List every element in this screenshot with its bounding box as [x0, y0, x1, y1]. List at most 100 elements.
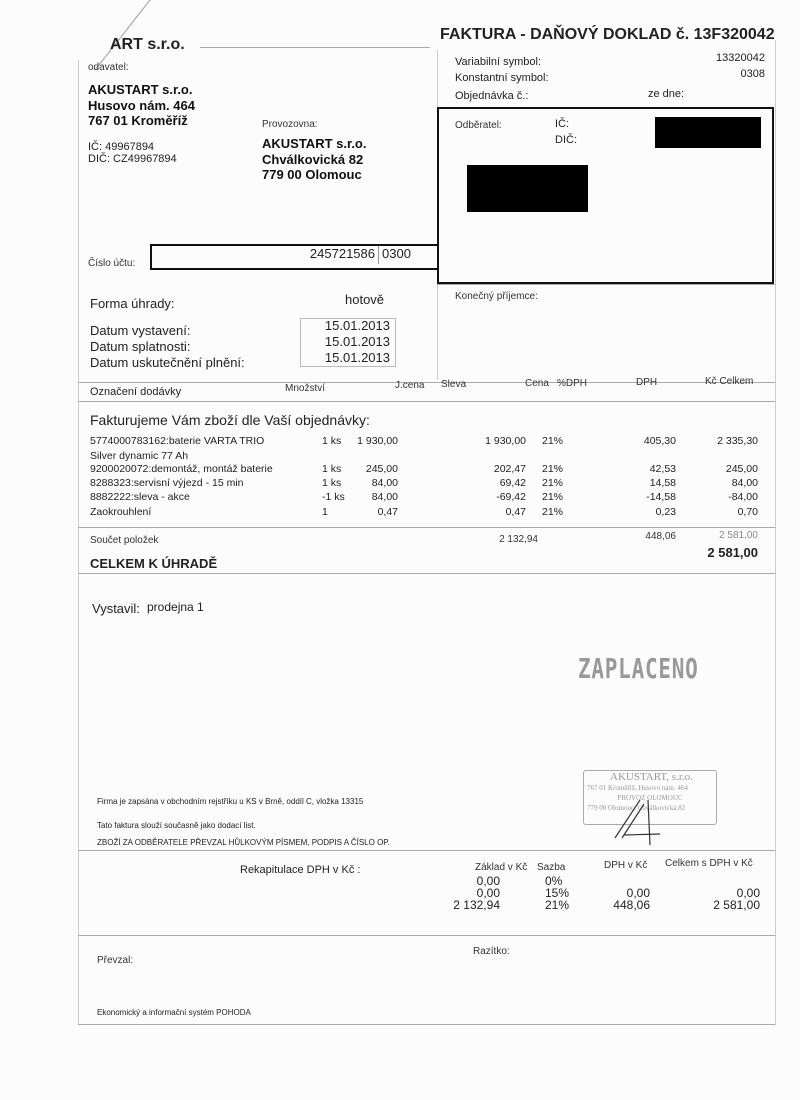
received-label: Převzal: [97, 955, 134, 966]
item-vat-rate: 21% [542, 463, 564, 475]
recap-vat: 0,00 [626, 886, 650, 900]
issue-date-value: 15.01.2013 [324, 318, 390, 333]
payment-value: hotově [345, 292, 385, 307]
item-total: 84,00 [731, 477, 758, 489]
item-qty: 1 [322, 506, 328, 518]
taxable-date-value: 15.01.2013 [324, 350, 390, 365]
item-price: 69,42 [499, 477, 526, 489]
bank-code: 0300 [382, 246, 411, 261]
sum-total: 2 581,00 [719, 530, 758, 541]
sum-price: 2 132,94 [499, 534, 538, 545]
registry-note: Firma je zapsána v obchodním rejstříku u… [97, 797, 364, 806]
item-desc: 9200020072:demontáž, montáž baterie [90, 463, 273, 475]
variable-symbol-label: Variabilní symbol: [455, 56, 541, 68]
received-note: ZBOŽÍ ZA ODBĚRATELE PŘEVZAL HŮLKOVÝM PÍS… [97, 838, 390, 847]
item-total: -84,00 [728, 491, 758, 503]
item-desc: Silver dynamic 77 Ah [90, 450, 189, 462]
recap-col-base: Základ v Kč [475, 862, 528, 873]
customer-box [437, 107, 774, 284]
item-price: 202,47 [493, 463, 526, 475]
supplier-name: AKUSTART s.r.o. [88, 82, 193, 97]
vat-recap-row: 2 132,94 21% 448,06 2 581,00 [0, 898, 800, 912]
stamp-label: Razítko: [473, 946, 510, 957]
item-price: 1 930,00 [485, 435, 526, 447]
item-unit: 0,47 [377, 506, 398, 518]
recap-base: 2 132,94 [453, 898, 500, 912]
col-price: Cena [525, 378, 549, 389]
item-row: 9200020072:demontáž, montáž baterie 1 ks 2… [0, 463, 800, 477]
scan-fold-mark [94, 0, 151, 71]
order-number-label: Objednávka č.: [455, 90, 529, 102]
item-vat: 405,30 [643, 435, 676, 447]
account-box [150, 244, 438, 270]
dates-box [300, 318, 396, 367]
account-label: Číslo účtu: [88, 258, 136, 269]
premises-city: 779 00 Olomouc [262, 167, 362, 182]
account-number: 245721586 [309, 246, 375, 261]
item-qty: 1 ks [322, 435, 342, 447]
supplier-ic: IČ: 49967894 [88, 141, 155, 153]
customer-ic-label: IČ: [555, 118, 570, 130]
item-row: 8882222:sleva - akce -1 ks 84,00 -69,42 21% -… [0, 491, 800, 505]
recap-base: 0,00 [476, 874, 500, 888]
paid-stamp: ZAPLACENO [578, 652, 699, 685]
redacted-customer-address [467, 165, 588, 212]
software-note: Ekonomický a informační systém POHODA [97, 1008, 251, 1017]
item-price: 0,47 [505, 506, 526, 518]
recap-rate: 21% [545, 898, 570, 912]
item-vat-rate: 21% [542, 491, 564, 503]
item-desc: 8288323:servisní výjezd - 15 min [90, 477, 244, 489]
item-row: 8288323:servisní výjezd - 15 min 1 ks 84,0… [0, 477, 800, 491]
item-vat-rate: 21% [542, 506, 564, 518]
constant-symbol-label: Konstantní symbol: [455, 72, 549, 84]
item-unit: 84,00 [371, 491, 398, 503]
issue-date-label: Datum vystavení: [90, 323, 191, 338]
recap-vat: 448,06 [613, 898, 650, 912]
company-stamp: AKUSTART, s.r.o. 767 01 Kroměříž, Husovo… [583, 770, 717, 825]
item-unit: 84,00 [371, 477, 398, 489]
customer-dic-label: DIČ: [555, 134, 577, 146]
redacted-customer-id [655, 117, 761, 148]
due-date-label: Datum splatnosti: [90, 339, 191, 354]
supplier-label: odavatel: [88, 62, 129, 73]
vat-recap-row: 0,00 0% [0, 874, 800, 888]
item-total: 2 335,30 [717, 435, 758, 447]
signature [614, 799, 661, 846]
item-unit: 1 930,00 [357, 435, 398, 447]
supplier-dic: DIČ: CZ49967894 [88, 153, 177, 165]
recap-col-rate: Sazba [537, 862, 566, 873]
item-row: 5774000783162:baterie VARTA TRIO 1 ks 1 93… [0, 435, 800, 449]
premises-label: Provozovna: [262, 119, 318, 130]
item-total: 245,00 [725, 463, 758, 475]
item-unit: 245,00 [365, 463, 398, 475]
sum-label: Součet položek [90, 535, 159, 546]
col-quantity: Množství [285, 383, 326, 394]
sum-vat: 448,06 [645, 531, 676, 542]
item-vat-rate: 21% [542, 435, 564, 447]
item-total: 0,70 [737, 506, 758, 518]
supplier-city: 767 01 Kroměříž [88, 113, 188, 128]
issued-by-value: prodejna 1 [147, 600, 204, 614]
company-name-header: ART s.r.o. [110, 36, 185, 53]
recap-rate: 0% [545, 874, 563, 888]
constant-symbol-value: 0308 [740, 68, 765, 80]
premises-name: AKUSTART s.r.o. [262, 136, 367, 151]
issued-by-label: Vystavil: [92, 601, 140, 616]
item-desc: 5774000783162:baterie VARTA TRIO [90, 435, 265, 447]
col-unit-price: J.cena [395, 380, 425, 391]
company-stamp-line1: 767 01 Kroměříž, Husovo nám. 464 [587, 784, 688, 792]
item-row: Zaokrouhlení 1 0,47 0,47 21% 0,23 0,70 [0, 506, 800, 520]
final-recipient-label: Konečný příjemce: [455, 291, 538, 302]
recap-base: 0,00 [476, 886, 500, 900]
item-vat: 42,53 [649, 463, 676, 475]
recap-rate: 15% [545, 886, 570, 900]
item-vat: 0,23 [655, 506, 676, 518]
item-desc: 8882222:sleva - akce [90, 491, 190, 503]
item-qty: 1 ks [322, 463, 342, 475]
col-vat-rate: %DPH [557, 378, 588, 389]
company-stamp-title: AKUSTART, s.r.o. [607, 772, 696, 783]
customer-label: Odběratel: [455, 120, 502, 131]
item-qty: -1 ks [322, 491, 345, 503]
col-total: Kč Celkem [705, 376, 754, 387]
